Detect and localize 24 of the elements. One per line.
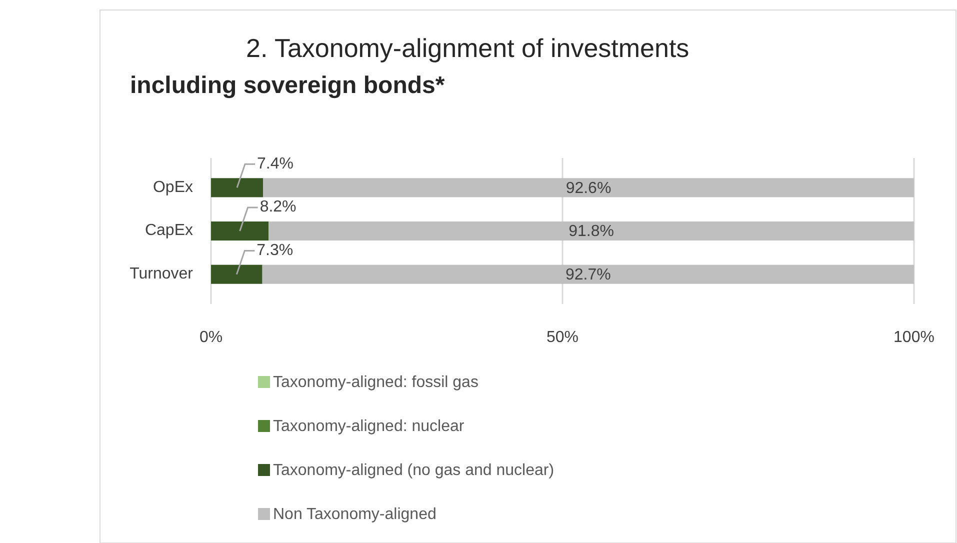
x-tick-label: 0% xyxy=(199,329,223,346)
legend-label: Taxonomy-aligned (no gas and nuclear) xyxy=(273,462,554,480)
data-label: 92.6% xyxy=(566,180,612,197)
bar xyxy=(211,264,262,284)
legend-label: Non Taxonomy-aligned xyxy=(273,506,436,524)
data-label: 7.3% xyxy=(256,242,294,260)
y-tick-label: Turnover xyxy=(130,266,194,283)
data-label: 7.4% xyxy=(257,155,294,172)
chart-subtitle: including sovereign bonds* xyxy=(130,72,446,99)
data-label: 91.8% xyxy=(568,223,614,240)
x-tick-label: 100% xyxy=(894,329,934,346)
chart-title: 2. Taxonomy-alignment of investments xyxy=(246,33,690,63)
x-tick-label: 50% xyxy=(546,329,579,346)
bar xyxy=(268,221,914,241)
bar xyxy=(211,221,269,241)
bar xyxy=(211,178,264,198)
bar xyxy=(262,264,914,284)
y-tick-label: OpEx xyxy=(152,178,193,196)
data-label: 8.2% xyxy=(260,198,296,216)
bar xyxy=(263,178,914,198)
data-label: 92.7% xyxy=(565,266,611,284)
legend-label: Taxonomy-aligned: nuclear xyxy=(273,418,465,436)
legend-label: Taxonomy-aligned: fossil gas xyxy=(273,374,478,392)
y-tick-label: CapEx xyxy=(144,222,193,240)
